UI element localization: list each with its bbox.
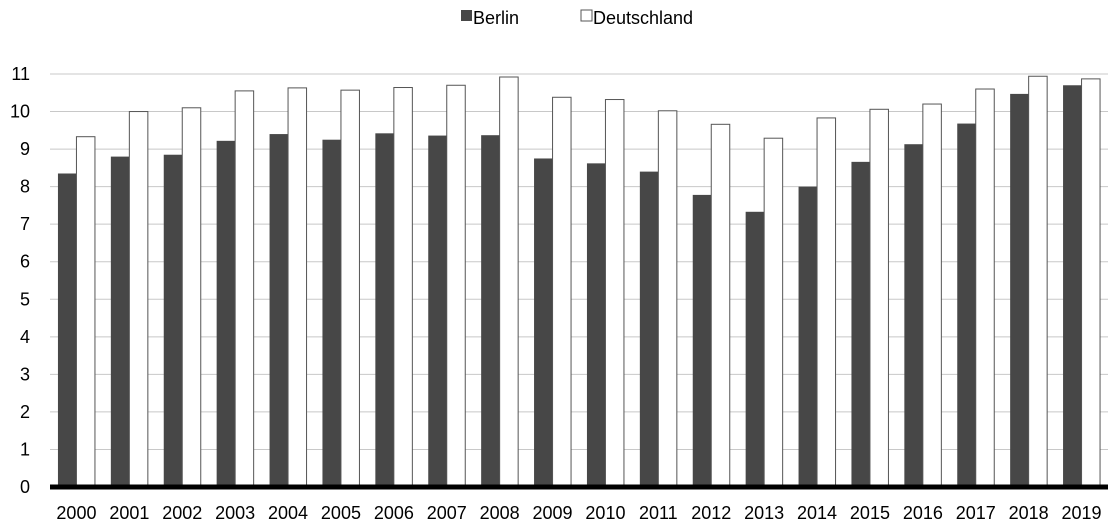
bar-deutschland-2005 — [340, 89, 360, 488]
y-tick-label: 6 — [20, 252, 30, 272]
bar-berlin-2015 — [851, 161, 870, 487]
legend: Berlin Deutschland — [461, 8, 693, 28]
x-axis: 2000 2001 2002 2003 2004 2005 2006 2007 2008 2009… — [50, 484, 1108, 523]
bar-deutschland-2007 — [446, 84, 466, 488]
x-tick-label: 2000 — [56, 503, 96, 523]
y-tick-label: 1 — [20, 439, 30, 459]
x-tick-label: 2009 — [533, 503, 573, 523]
bar-deutschland-2009 — [552, 96, 572, 488]
x-tick-label: 2001 — [109, 503, 149, 523]
bar-deutschland-2019 — [1081, 78, 1101, 488]
bar-berlin-2019 — [1063, 85, 1082, 487]
y-axis: 0 1 2 3 4 5 6 7 8 9 10 11 — [10, 64, 30, 497]
bar-berlin-2010 — [586, 163, 606, 487]
x-tick-label: 2012 — [691, 503, 731, 523]
bar-berlin-2012 — [692, 194, 712, 487]
x-tick-label: 2011 — [639, 503, 678, 523]
y-tick-label: 10 — [10, 102, 30, 122]
x-tick-label: 2002 — [162, 503, 202, 523]
y-tick-label: 0 — [20, 477, 30, 497]
bar-berlin-2000 — [57, 173, 77, 487]
x-tick-label: 2008 — [480, 503, 520, 523]
bar-berlin-2001 — [110, 156, 130, 487]
x-tick-label: 2014 — [797, 503, 837, 523]
bar-berlin-2002 — [163, 154, 183, 488]
bar-berlin-2004 — [269, 134, 289, 487]
bar-deutschland-2011 — [657, 110, 678, 488]
x-tick-label: 2015 — [850, 503, 890, 523]
gridlines — [50, 73, 1108, 450]
bar-deutschland-2000 — [75, 136, 96, 488]
x-tick-label: 2019 — [1062, 503, 1102, 523]
x-tick-label: 2003 — [215, 503, 255, 523]
bar-deutschland-2006 — [393, 87, 413, 488]
y-tick-label: 8 — [20, 177, 30, 197]
bar-deutschland-2018 — [1028, 75, 1048, 488]
bar-berlin-2006 — [375, 133, 394, 487]
x-tick-label: 2007 — [427, 503, 467, 523]
x-tick-label: 2010 — [585, 503, 625, 523]
bar-berlin-2014 — [798, 186, 818, 488]
bar-berlin-2003 — [216, 140, 236, 487]
bar-berlin-2011 — [639, 171, 659, 488]
bar-berlin-2007 — [428, 135, 447, 488]
bar-berlin-2013 — [745, 211, 765, 488]
bar-deutschland-2013 — [763, 137, 784, 488]
bar-berlin-2008 — [481, 135, 500, 487]
y-tick-label: 5 — [20, 289, 30, 309]
y-tick-label: 7 — [20, 214, 30, 234]
bar-deutschland-2017 — [975, 88, 995, 488]
legend-swatch-deutschland — [580, 9, 593, 22]
bar-berlin-2005 — [322, 139, 341, 488]
legend-label-berlin: Berlin — [473, 8, 519, 28]
bar-deutschland-2014 — [816, 117, 837, 488]
bar-deutschland-2003 — [234, 90, 255, 488]
legend-swatch-berlin — [461, 10, 472, 21]
bar-deutschland-2010 — [604, 99, 625, 488]
x-tick-label: 2006 — [374, 503, 414, 523]
x-tick-label: 2013 — [744, 503, 784, 523]
x-tick-label: 2017 — [956, 503, 996, 523]
y-tick-label: 3 — [20, 364, 30, 384]
bar-deutschland-2004 — [287, 87, 308, 488]
bar-deutschland-2016 — [922, 103, 942, 488]
bar-deutschland-2008 — [499, 76, 519, 488]
bar-berlin-2009 — [534, 158, 553, 487]
bar-deutschland-2012 — [710, 123, 731, 488]
x-tick-label: 2005 — [321, 503, 361, 523]
bars — [57, 75, 1101, 488]
x-tick-label: 2016 — [903, 503, 943, 523]
bar-berlin-2017 — [957, 123, 976, 487]
y-tick-label: 11 — [11, 64, 30, 84]
bar-berlin-2018 — [1010, 93, 1029, 487]
x-tick-label: 2004 — [268, 503, 308, 523]
y-tick-label: 9 — [20, 139, 30, 159]
legend-label-deutschland: Deutschland — [593, 8, 693, 28]
bar-deutschland-2002 — [181, 107, 202, 488]
y-tick-label: 2 — [20, 402, 30, 422]
bar-deutschland-2001 — [128, 111, 149, 488]
bar-deutschland-2015 — [869, 108, 889, 488]
x-tick-label: 2018 — [1009, 503, 1049, 523]
bar-berlin-2016 — [904, 144, 923, 487]
y-tick-label: 4 — [20, 327, 30, 347]
